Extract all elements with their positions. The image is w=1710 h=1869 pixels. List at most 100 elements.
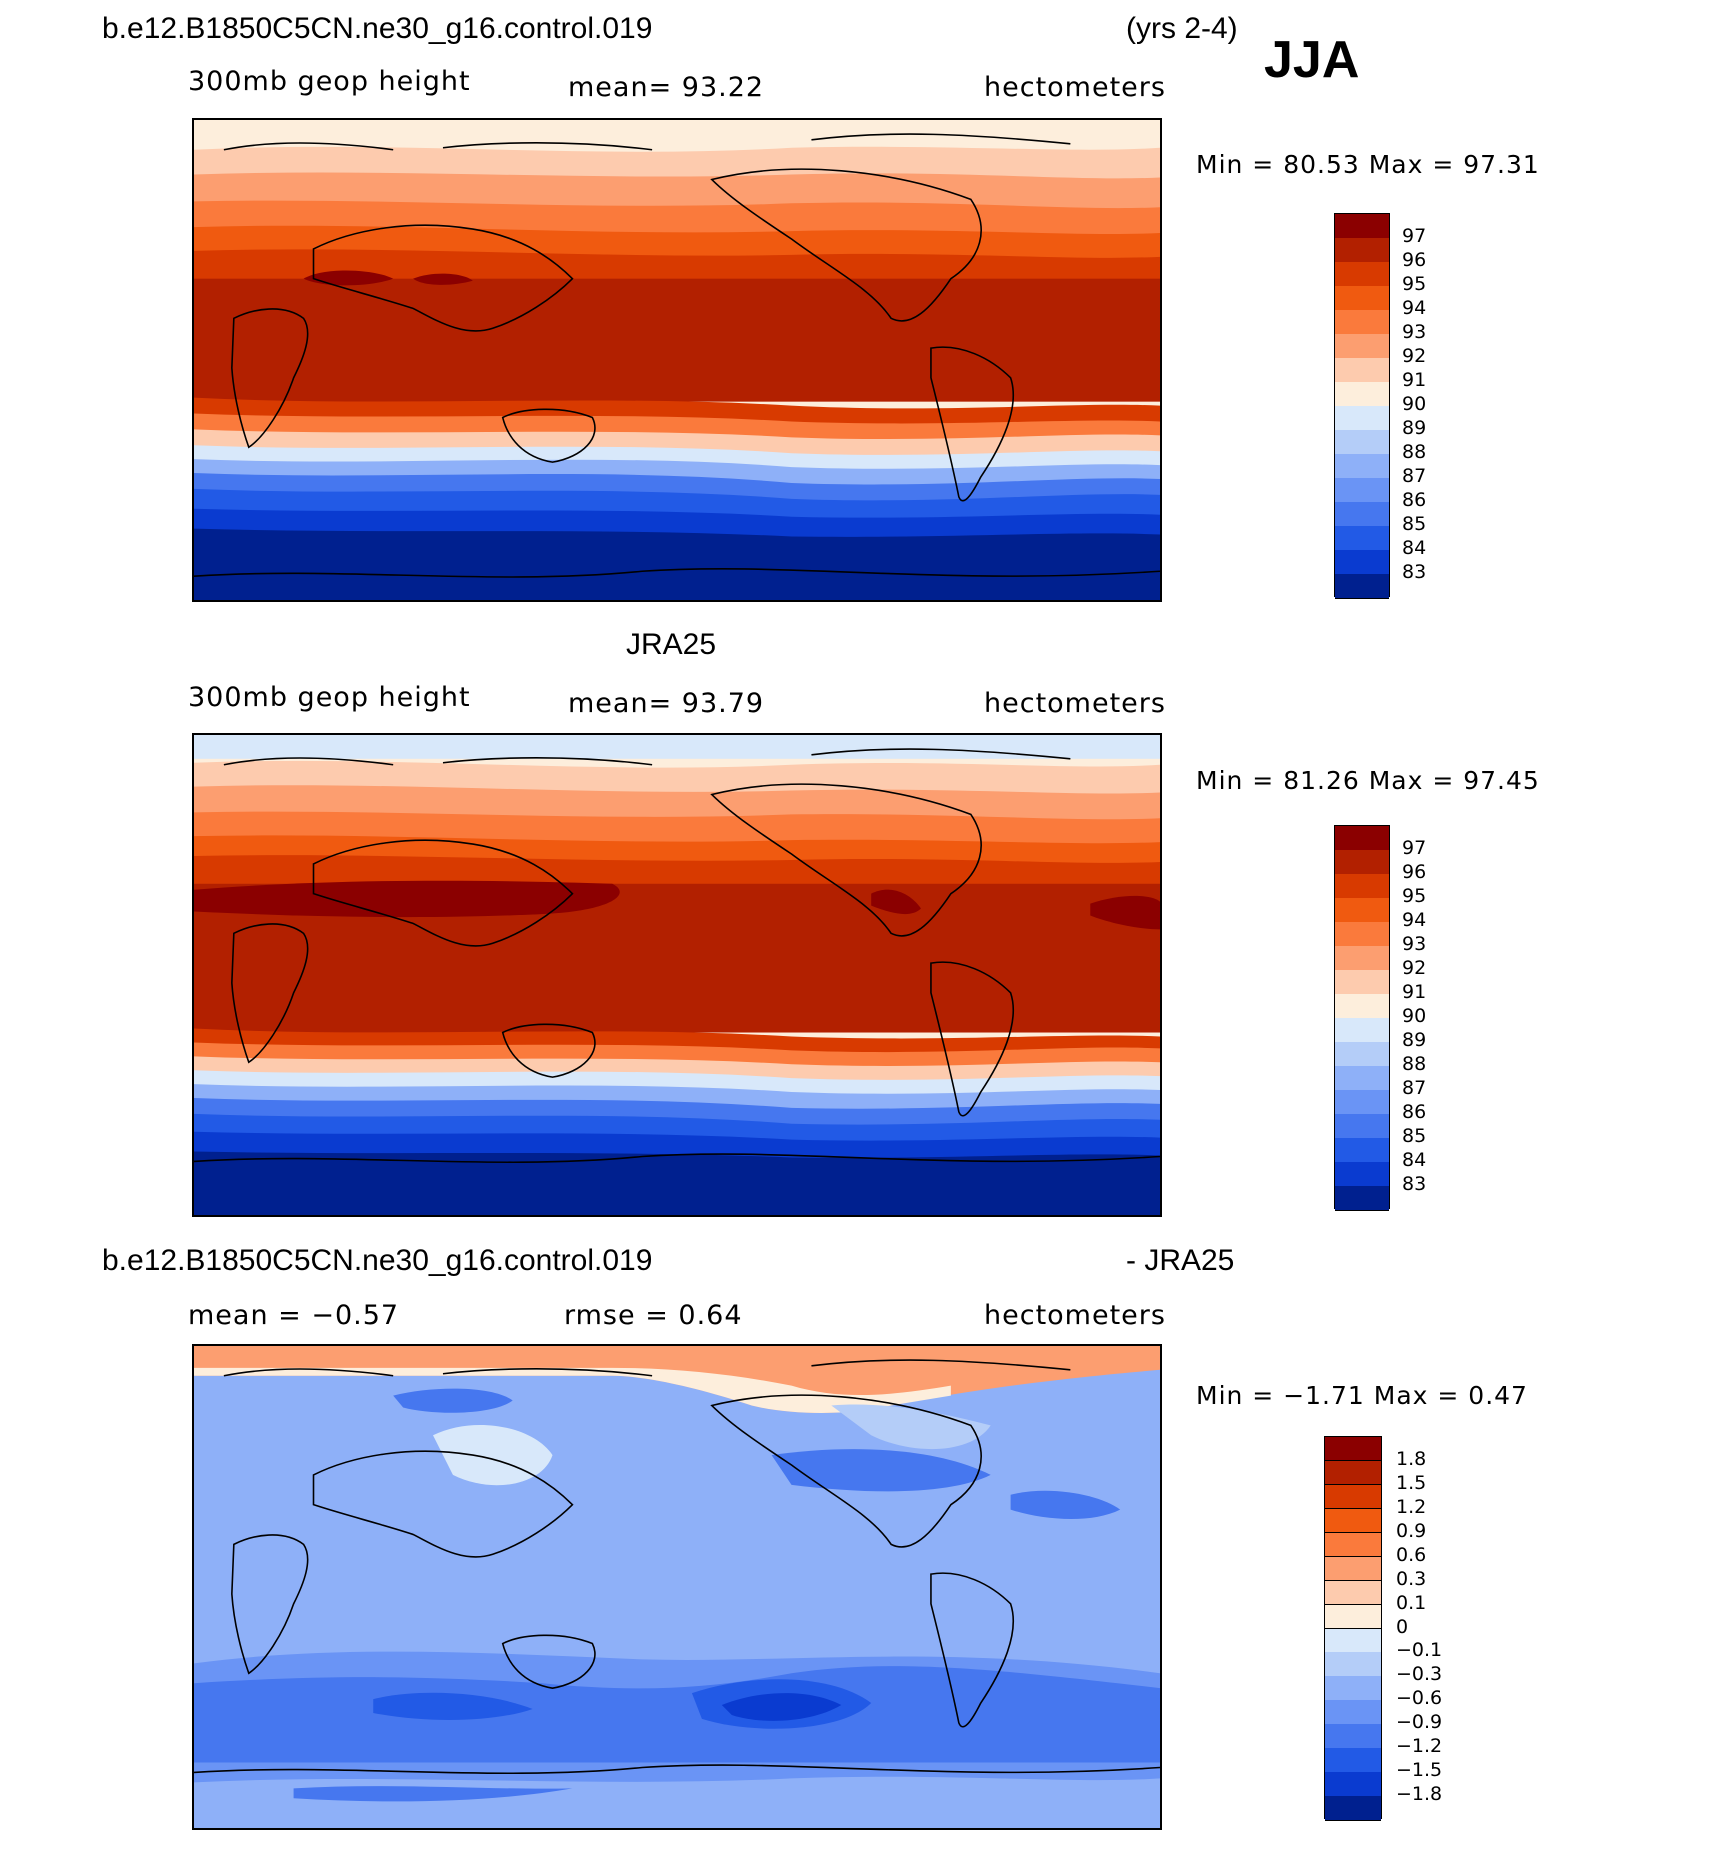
colorbar-swatch	[1335, 970, 1389, 995]
colorbar-swatch	[1335, 214, 1389, 239]
colorbar-swatch	[1325, 1652, 1381, 1677]
colorbar-swatches	[1334, 825, 1390, 1211]
colorbar-tick-label: 86	[1402, 489, 1427, 511]
colorbar-swatch	[1335, 874, 1389, 899]
colorbar-tick-label: 89	[1402, 1029, 1427, 1051]
colorbar-tick-label: −0.6	[1396, 1687, 1443, 1710]
season-label: JJA	[1264, 31, 1360, 89]
colorbar-swatch	[1335, 358, 1389, 383]
colorbar-tick-label: −1.5	[1396, 1759, 1443, 1782]
colorbar-swatch	[1325, 1748, 1381, 1773]
colorbar-tick-label: 87	[1402, 1077, 1427, 1099]
obs-map	[192, 733, 1162, 1217]
colorbar-tick-label: 0	[1396, 1615, 1409, 1638]
colorbar-swatch	[1325, 1700, 1381, 1725]
colorbar-swatch	[1335, 898, 1389, 923]
colorbar-swatch	[1335, 478, 1389, 503]
colorbar-swatch	[1335, 430, 1389, 455]
colorbar-swatch	[1335, 1162, 1389, 1187]
colorbar-swatch	[1335, 1114, 1389, 1139]
colorbar-swatches	[1324, 1436, 1382, 1821]
colorbar-swatch	[1335, 238, 1389, 263]
obs-colorbar: 97 96 95 94 93 92 91 90 89 88 87 86 85 84 83	[1334, 825, 1426, 1211]
colorbar-tick-label: 85	[1402, 513, 1427, 535]
colorbar-tick-label: 0.1	[1396, 1591, 1427, 1614]
mean-label: mean= 93.79	[568, 688, 765, 719]
units-label: hectometers	[984, 688, 1166, 719]
colorbar-tick-label: 97	[1402, 225, 1427, 247]
minmax-label: Min = 80.53 Max = 97.31	[1196, 150, 1540, 179]
model-colorbar: 97 96 95 94 93 92 91 90 89 88 87 86 85 84 83	[1334, 213, 1426, 599]
colorbar-swatch	[1325, 1508, 1381, 1534]
colorbar-swatches	[1334, 213, 1390, 599]
colorbar-tick-label: 1.5	[1396, 1471, 1427, 1494]
colorbar-tick-label: 0.3	[1396, 1567, 1427, 1590]
colorbar-tick-label: 91	[1402, 981, 1427, 1003]
colorbar-swatch	[1335, 1090, 1389, 1115]
colorbar-tick-label: −1.2	[1396, 1735, 1443, 1758]
colorbar-tick-label: 94	[1402, 297, 1427, 319]
colorbar-swatch	[1325, 1604, 1381, 1629]
colorbar-swatch	[1335, 550, 1389, 575]
colorbar-swatch	[1325, 1437, 1381, 1462]
minus-label: - JRA25	[1126, 1244, 1235, 1277]
colorbar-tick-label: 92	[1402, 345, 1427, 367]
colorbar-swatch	[1335, 454, 1389, 479]
colorbar-tick-label: 84	[1402, 537, 1427, 559]
colorbar-swatch	[1335, 1138, 1389, 1163]
colorbar-tick-label: 90	[1402, 1005, 1427, 1027]
diff-map	[192, 1344, 1162, 1830]
colorbar-swatch	[1335, 1018, 1389, 1043]
colorbar-swatch	[1325, 1484, 1381, 1510]
colorbar-tick-label: 1.2	[1396, 1495, 1427, 1518]
colorbar-tick-label: 93	[1402, 933, 1427, 955]
colorbar-tick-label: −1.8	[1396, 1783, 1443, 1806]
colorbar-swatch	[1335, 334, 1389, 359]
minmax-label: Min = −1.71 Max = 0.47	[1196, 1381, 1528, 1410]
colorbar-tick-label: 93	[1402, 321, 1427, 343]
colorbar-tick-label: 85	[1402, 1125, 1427, 1147]
units-label: hectometers	[984, 1300, 1166, 1331]
colorbar-tick-label: 90	[1402, 393, 1427, 415]
colorbar-swatch	[1325, 1628, 1381, 1653]
minmax-label: Min = 81.26 Max = 97.45	[1196, 766, 1540, 795]
colorbar-swatch	[1325, 1580, 1381, 1606]
colorbar-tick-label: 83	[1402, 1173, 1427, 1195]
colorbar-tick-label: 91	[1402, 369, 1427, 391]
colorbar-tick-label: 89	[1402, 417, 1427, 439]
colorbar-swatch	[1335, 1186, 1389, 1211]
colorbar-swatch	[1335, 406, 1389, 431]
colorbar-swatch	[1335, 850, 1389, 875]
colorbar-swatch	[1335, 310, 1389, 335]
colorbar-swatch	[1335, 826, 1389, 851]
colorbar-swatch	[1325, 1676, 1381, 1701]
colorbar-swatch	[1335, 1042, 1389, 1067]
colorbar-swatch	[1325, 1772, 1381, 1797]
colorbar-swatch	[1335, 994, 1389, 1019]
colorbar-tick-label: 88	[1402, 1053, 1427, 1075]
colorbar-tick-label: 83	[1402, 561, 1427, 583]
colorbar-swatch	[1335, 382, 1389, 407]
colorbar-swatch	[1335, 1066, 1389, 1091]
colorbar-tick-label: 96	[1402, 249, 1427, 271]
model-map	[192, 118, 1162, 602]
colorbar-tick-label: 95	[1402, 273, 1427, 295]
colorbar-swatch	[1335, 502, 1389, 527]
colorbar-swatch	[1335, 574, 1389, 599]
colorbar-swatch	[1325, 1532, 1381, 1558]
colorbar-tick-label: −0.3	[1396, 1663, 1443, 1686]
colorbar-tick-label: 97	[1402, 837, 1427, 859]
colorbar-swatch	[1325, 1724, 1381, 1749]
colorbar-swatch	[1335, 526, 1389, 551]
years-label: (yrs 2-4)	[1126, 12, 1238, 45]
colorbar-tick-label: 95	[1402, 885, 1427, 907]
colorbar-swatch	[1335, 946, 1389, 971]
colorbar-tick-label: 87	[1402, 465, 1427, 487]
case-title: b.e12.B1850C5CN.ne30_g16.control.019	[102, 12, 653, 45]
colorbar-tick-label: 84	[1402, 1149, 1427, 1171]
variable-label: 300mb geop height	[188, 682, 471, 713]
diff-case-title: b.e12.B1850C5CN.ne30_g16.control.019	[102, 1244, 653, 1277]
colorbar-swatch	[1335, 262, 1389, 287]
variable-label: 300mb geop height	[188, 66, 471, 97]
colorbar-tick-label: 0.9	[1396, 1519, 1427, 1542]
